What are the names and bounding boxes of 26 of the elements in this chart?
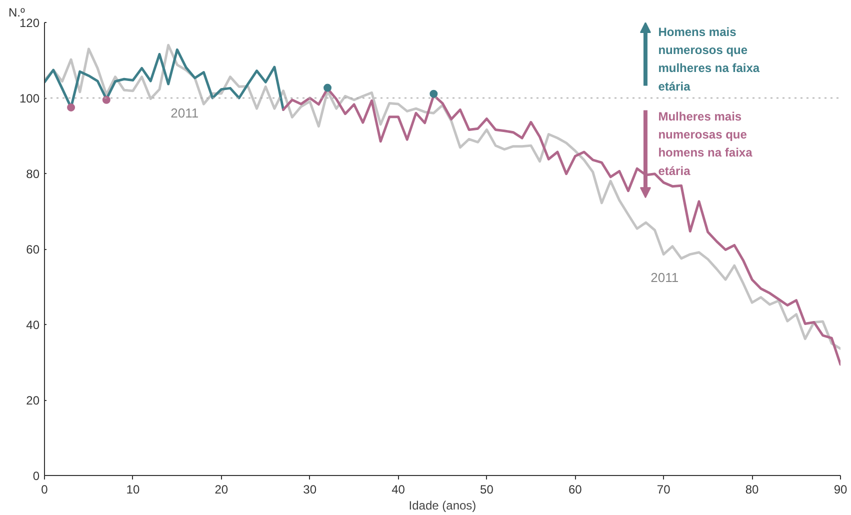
- y-tick-label: 80: [26, 167, 40, 181]
- y-tick-label: 0: [32, 469, 40, 483]
- annotation: 2011: [170, 106, 199, 121]
- x-tick-label: 30: [303, 482, 317, 496]
- annotation: Mulheres mais numerosas que homens na faixa etária: [658, 109, 753, 178]
- point: [430, 90, 438, 98]
- point: [67, 103, 76, 112]
- x-tick-label: 60: [568, 482, 582, 496]
- x-tick-label: 90: [834, 482, 848, 496]
- x-tick-label: 40: [392, 482, 406, 496]
- y-tick-label: 40: [26, 318, 40, 332]
- y-tick-label: 60: [26, 242, 40, 256]
- annotation: 2011: [650, 270, 679, 286]
- y-tick-label: 20: [26, 394, 40, 408]
- x-tick-label: 80: [745, 482, 760, 496]
- x-tick-label: 70: [656, 482, 671, 496]
- x-tick-label: 50: [480, 482, 494, 496]
- annotation: Homens mais numerosos que mulheres na faixa etária: [658, 24, 760, 94]
- point: [102, 96, 110, 104]
- x-tick-label: 0: [41, 482, 48, 496]
- point: [324, 84, 332, 92]
- x-tick-label: 10: [126, 482, 140, 496]
- y-tick-label: 100: [19, 92, 40, 106]
- x-tick-label: 20: [214, 482, 228, 496]
- line-series: [44, 44, 840, 350]
- x-axis-title: Idade (anos): [408, 498, 476, 512]
